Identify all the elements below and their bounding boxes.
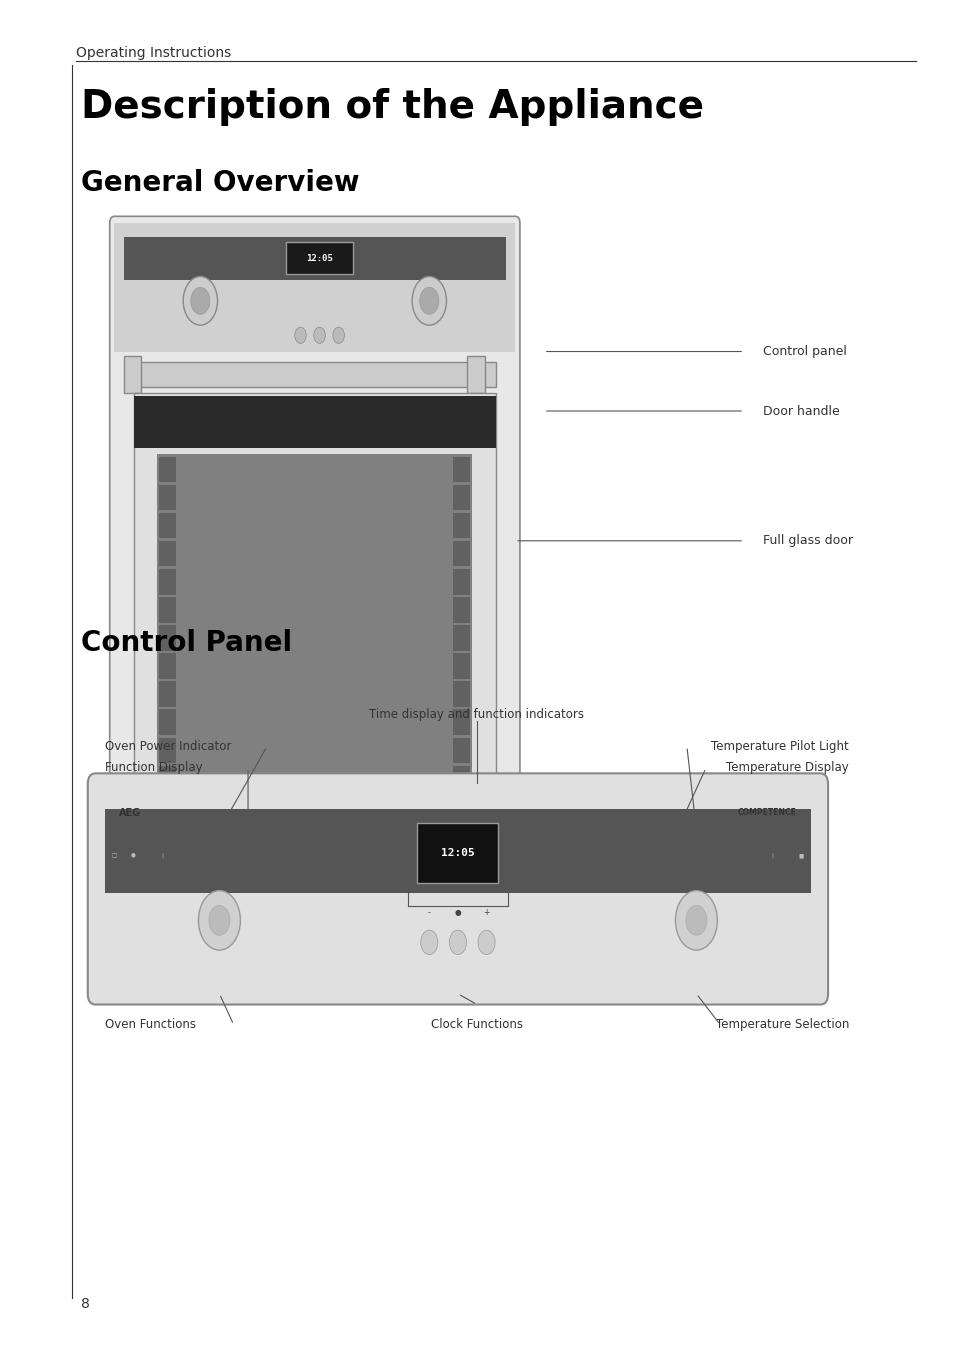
Bar <box>453 598 470 623</box>
Text: Operating Instructions: Operating Instructions <box>76 46 232 59</box>
Bar <box>453 457 470 483</box>
Circle shape <box>191 288 210 315</box>
Bar <box>159 653 176 679</box>
Text: Full glass door: Full glass door <box>762 534 852 548</box>
Circle shape <box>675 891 717 950</box>
Text: Oven Power Indicator: Oven Power Indicator <box>105 740 231 753</box>
Text: ●: ● <box>455 909 460 917</box>
Text: Control Panel: Control Panel <box>81 629 292 657</box>
Bar <box>159 541 176 566</box>
Bar <box>159 681 176 707</box>
Bar <box>453 738 470 763</box>
Text: Clock Functions: Clock Functions <box>431 1018 522 1032</box>
Text: ●: ● <box>132 853 135 859</box>
Circle shape <box>477 930 495 955</box>
Text: COMPETENCE: COMPETENCE <box>737 808 796 818</box>
Text: 8: 8 <box>81 1298 90 1311</box>
Bar <box>453 710 470 735</box>
Text: AEG: AEG <box>119 808 141 818</box>
Text: -: - <box>428 909 430 917</box>
Bar <box>159 514 176 538</box>
Bar <box>159 765 176 791</box>
Bar <box>124 237 505 280</box>
Text: ■: ■ <box>798 853 803 859</box>
Text: |: | <box>771 853 773 859</box>
Text: 12:05: 12:05 <box>440 848 475 859</box>
Bar <box>453 541 470 566</box>
Bar <box>159 457 176 483</box>
Bar <box>467 356 484 393</box>
Circle shape <box>449 930 466 955</box>
Bar <box>416 823 497 883</box>
Circle shape <box>198 891 240 950</box>
Circle shape <box>209 906 230 936</box>
Bar <box>133 362 496 387</box>
Text: □: □ <box>112 853 117 859</box>
Bar <box>159 598 176 623</box>
Bar <box>453 653 470 679</box>
Circle shape <box>420 930 437 955</box>
Text: Temperature Display: Temperature Display <box>725 761 848 775</box>
Text: Door handle: Door handle <box>762 404 839 418</box>
Bar <box>114 223 515 352</box>
Text: Description of the Appliance: Description of the Appliance <box>81 88 703 126</box>
Bar <box>159 710 176 735</box>
Bar <box>133 393 496 831</box>
FancyBboxPatch shape <box>88 773 827 1005</box>
Bar <box>453 625 470 650</box>
Bar <box>159 485 176 511</box>
Text: 12:05: 12:05 <box>306 254 333 262</box>
Bar <box>159 625 176 650</box>
Circle shape <box>294 327 306 343</box>
Text: Control panel: Control panel <box>762 345 846 358</box>
Circle shape <box>685 906 706 936</box>
Bar <box>157 454 472 791</box>
Text: +: + <box>483 909 489 917</box>
Bar <box>453 681 470 707</box>
Text: Time display and function indicators: Time display and function indicators <box>369 707 584 721</box>
Text: General Overview: General Overview <box>81 169 359 197</box>
Bar <box>286 242 353 274</box>
Bar <box>124 356 141 393</box>
Bar <box>453 569 470 595</box>
Bar <box>453 485 470 511</box>
Bar <box>133 396 496 448</box>
Circle shape <box>314 327 325 343</box>
Text: Function Display: Function Display <box>105 761 202 775</box>
Bar <box>105 810 810 894</box>
Text: |: | <box>161 853 163 859</box>
Bar <box>159 569 176 595</box>
Text: Oven Functions: Oven Functions <box>105 1018 195 1032</box>
Bar <box>453 765 470 791</box>
Circle shape <box>419 288 438 315</box>
Text: Temperature Pilot Light: Temperature Pilot Light <box>711 740 848 753</box>
Circle shape <box>333 327 344 343</box>
Circle shape <box>412 277 446 324</box>
FancyBboxPatch shape <box>110 216 519 852</box>
Bar <box>453 514 470 538</box>
Circle shape <box>183 277 217 324</box>
Text: Temperature Selection: Temperature Selection <box>715 1018 848 1032</box>
Bar <box>159 738 176 763</box>
